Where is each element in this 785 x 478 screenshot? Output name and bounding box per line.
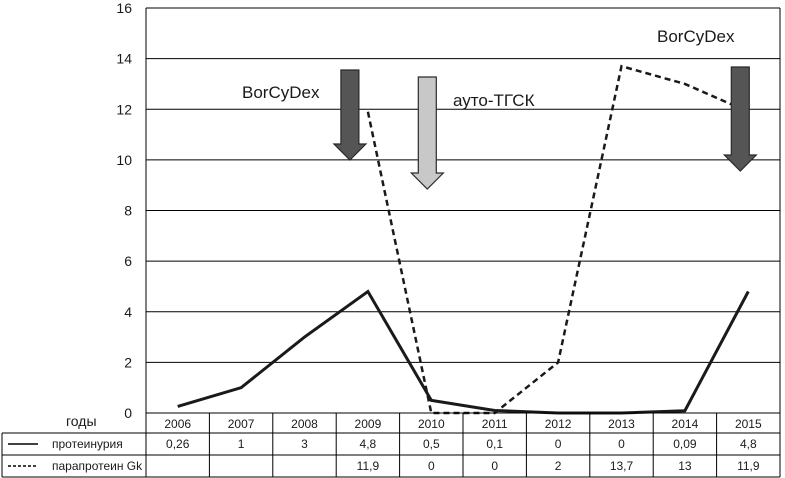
data-label: 4,8 (360, 437, 377, 451)
data-label: 0,09 (673, 437, 697, 451)
x-tick-label: 2007 (228, 417, 255, 431)
data-label: 11,9 (737, 459, 760, 473)
data-label: 0,5 (423, 437, 440, 451)
data-label: 1 (238, 437, 245, 451)
x-tick-label: 2009 (355, 417, 382, 431)
treatment-arrow (722, 66, 758, 172)
legend-label-2: парапротеин Gk (52, 459, 143, 473)
series-line-1 (177, 289, 750, 415)
data-label: 0,1 (486, 437, 503, 451)
y-tick-label: 8 (124, 203, 132, 219)
x-axis-label: годы (66, 413, 97, 429)
y-tick-label: 0 (124, 405, 132, 421)
x-tick-label: 2014 (672, 417, 699, 431)
data-label: 0 (618, 437, 625, 451)
x-tick-label: 2015 (735, 417, 762, 431)
y-tick-label: 16 (116, 0, 132, 16)
annotation-label: BorCyDex (657, 27, 735, 46)
x-tick-label: 2008 (291, 417, 318, 431)
data-label: 2 (555, 459, 562, 473)
treatment-arrows: BorCyDex ауто-ТГСК BorCyDex (242, 27, 758, 190)
y-tick-label: 6 (124, 253, 132, 269)
data-label: 0,26 (166, 437, 190, 451)
data-label: 0 (491, 459, 498, 473)
x-tick-label: 2012 (545, 417, 572, 431)
data-label: 13,7 (610, 459, 634, 473)
data-label: 0 (555, 437, 562, 451)
x-tick-label: 2013 (608, 417, 635, 431)
x-tick-label: 2010 (418, 417, 445, 431)
data-table: годы 2006 2007 2008 2009 2010 2011 2012 2013 2014… (1, 412, 781, 478)
series-line-2 (366, 64, 749, 415)
data-label: 0 (428, 459, 435, 473)
y-axis-ticks: 0 2 4 6 8 10 12 14 16 (116, 0, 132, 421)
plot-grid (145, 7, 781, 414)
annotation-label: BorCyDex (242, 83, 320, 102)
x-tick-label: 2011 (482, 417, 508, 431)
treatment-arrow (409, 76, 445, 190)
y-tick-label: 14 (116, 51, 132, 67)
annotation-label: ауто-ТГСК (453, 91, 535, 110)
y-tick-label: 4 (124, 304, 132, 320)
y-tick-label: 10 (116, 152, 132, 168)
treatment-arrow (332, 69, 368, 161)
y-tick-label: 2 (124, 354, 132, 370)
data-label: 4,8 (740, 437, 757, 451)
data-label: 13 (678, 459, 692, 473)
y-tick-label: 12 (116, 101, 132, 117)
data-label: 11,9 (357, 459, 380, 473)
data-label: 3 (301, 437, 308, 451)
legend-label-1: протеинурия (52, 437, 123, 451)
x-tick-label: 2006 (164, 417, 191, 431)
series-lines (177, 64, 750, 415)
